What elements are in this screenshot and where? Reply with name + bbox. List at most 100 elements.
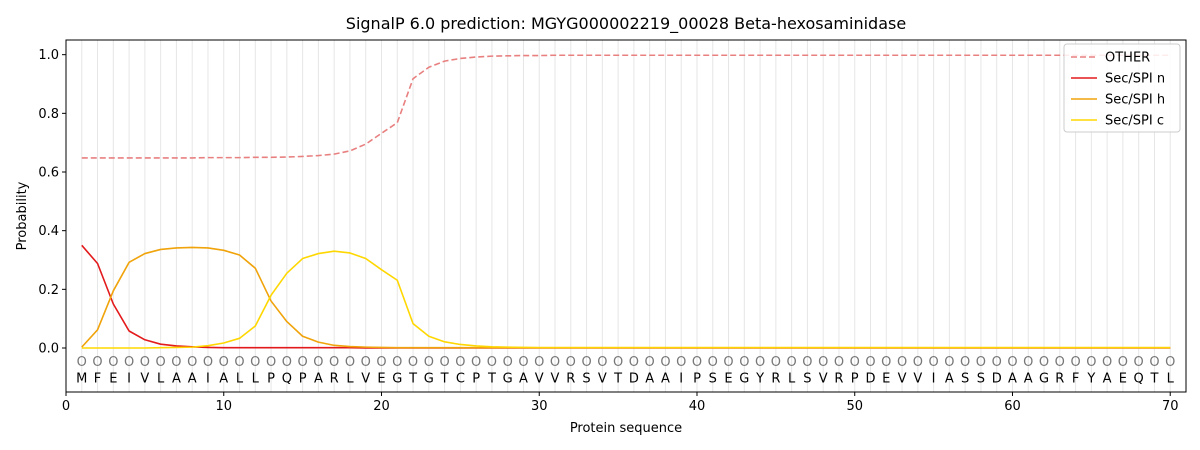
- position-marker: O: [550, 355, 560, 370]
- position-marker: O: [156, 355, 166, 370]
- residue-label: L: [346, 371, 354, 386]
- position-marker: O: [92, 355, 102, 370]
- residue-label: T: [613, 371, 622, 386]
- residue-label: L: [788, 371, 796, 386]
- residue-label: R: [566, 371, 575, 386]
- position-marker: O: [597, 355, 607, 370]
- position-marker: O: [408, 355, 418, 370]
- residue-label: L: [157, 371, 165, 386]
- vertical-gridlines: [81, 40, 1171, 392]
- position-marker: O: [124, 355, 134, 370]
- residue-label: T: [408, 371, 417, 386]
- position-marker: O: [1102, 355, 1112, 370]
- residue-label: S: [709, 371, 717, 386]
- position-marker: O: [1007, 355, 1017, 370]
- position-marker: O: [834, 355, 844, 370]
- residue-label: D: [865, 371, 875, 386]
- x-axis-label: Protein sequence: [570, 421, 682, 436]
- residue-label: V: [598, 371, 607, 386]
- residue-label: V: [898, 371, 907, 386]
- y-tick-label: 1.0: [38, 48, 59, 63]
- residue-label: E: [109, 371, 117, 386]
- position-marker: O: [865, 355, 875, 370]
- residue-label: A: [219, 371, 228, 386]
- x-tick-label: 30: [531, 399, 548, 414]
- position-marker: O: [392, 355, 402, 370]
- residue-label: G: [1039, 371, 1049, 386]
- position-marker: O: [345, 355, 355, 370]
- x-tick-label: 20: [373, 399, 390, 414]
- residue-label: T: [487, 371, 496, 386]
- y-axis-ticks: 0.0 0.2 0.4 0.6 0.8 1.0: [38, 48, 66, 357]
- series-line-other: [81, 54, 1171, 159]
- residue-label: C: [456, 371, 465, 386]
- residue-label: R: [834, 371, 843, 386]
- position-marker: O: [203, 355, 213, 370]
- position-marker: O: [660, 355, 670, 370]
- x-axis-ticks: 0 10 20 30 40 50 60 70: [62, 392, 1179, 414]
- residue-label: A: [1008, 371, 1017, 386]
- position-marker: O: [171, 355, 181, 370]
- position-marker: O: [234, 355, 244, 370]
- position-marker: O: [77, 355, 87, 370]
- position-marker: O: [503, 355, 513, 370]
- position-marker: O: [787, 355, 797, 370]
- x-tick-label: 70: [1162, 399, 1179, 414]
- residue-label: T: [440, 371, 449, 386]
- y-tick-label: 0.8: [38, 107, 59, 122]
- residue-label: E: [377, 371, 385, 386]
- residue-label: Y: [755, 371, 764, 386]
- position-marker: O: [266, 355, 276, 370]
- position-marker: O: [1165, 355, 1175, 370]
- residue-label: S: [961, 371, 969, 386]
- residue-label: L: [252, 371, 260, 386]
- position-marker: O: [818, 355, 828, 370]
- residue-label: D: [992, 371, 1002, 386]
- position-marker: O: [755, 355, 765, 370]
- position-marker: O: [534, 355, 544, 370]
- residue-label: P: [299, 371, 307, 386]
- position-marker: O: [471, 355, 481, 370]
- residue-label: M: [76, 371, 87, 386]
- residue-label: P: [472, 371, 480, 386]
- residue-label: R: [330, 371, 339, 386]
- position-marker: O: [518, 355, 528, 370]
- position-marker: O: [376, 355, 386, 370]
- position-marker: O: [881, 355, 891, 370]
- position-marker: O: [1023, 355, 1033, 370]
- residue-label: V: [535, 371, 544, 386]
- x-tick-label: 0: [62, 399, 70, 414]
- position-marker: O: [739, 355, 749, 370]
- position-marker: O: [439, 355, 449, 370]
- position-marker: O: [960, 355, 970, 370]
- residue-label: F: [1072, 371, 1079, 386]
- position-marker: O: [708, 355, 718, 370]
- position-marker: O: [581, 355, 591, 370]
- residue-label: R: [1055, 371, 1064, 386]
- plot-frame: [65, 39, 1187, 393]
- position-marker: O: [1086, 355, 1096, 370]
- residue-label: L: [1167, 371, 1175, 386]
- legend-label: Sec/SPI n: [1105, 72, 1165, 87]
- position-marker: O: [692, 355, 702, 370]
- x-tick-label: 40: [689, 399, 706, 414]
- series-line-sec-spi-n: [81, 244, 1171, 349]
- residue-label: G: [739, 371, 749, 386]
- position-marker: O: [1055, 355, 1065, 370]
- legend-label: Sec/SPI c: [1105, 114, 1164, 129]
- position-marker: O: [850, 355, 860, 370]
- residue-label: I: [932, 371, 936, 386]
- residue-label: A: [645, 371, 654, 386]
- x-tick-label: 50: [846, 399, 863, 414]
- position-marker: O: [455, 355, 465, 370]
- position-marker: O: [992, 355, 1002, 370]
- residue-label: E: [724, 371, 732, 386]
- residue-label: F: [94, 371, 101, 386]
- position-marker: O: [976, 355, 986, 370]
- residue-label: E: [1119, 371, 1127, 386]
- position-marker: O: [771, 355, 781, 370]
- residue-label: V: [819, 371, 828, 386]
- residue-label: A: [1024, 371, 1033, 386]
- residue-label: A: [661, 371, 670, 386]
